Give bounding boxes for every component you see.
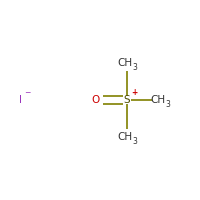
Text: S: S <box>124 95 130 105</box>
Text: CH: CH <box>117 132 133 142</box>
Text: +: + <box>131 88 138 97</box>
Text: CH: CH <box>150 95 166 105</box>
Text: 3: 3 <box>132 137 137 146</box>
Text: 3: 3 <box>132 63 137 72</box>
Text: O: O <box>91 95 99 105</box>
Text: I: I <box>18 95 22 105</box>
Text: −: − <box>24 88 30 97</box>
Text: CH: CH <box>117 58 133 68</box>
Text: 3: 3 <box>165 100 170 109</box>
